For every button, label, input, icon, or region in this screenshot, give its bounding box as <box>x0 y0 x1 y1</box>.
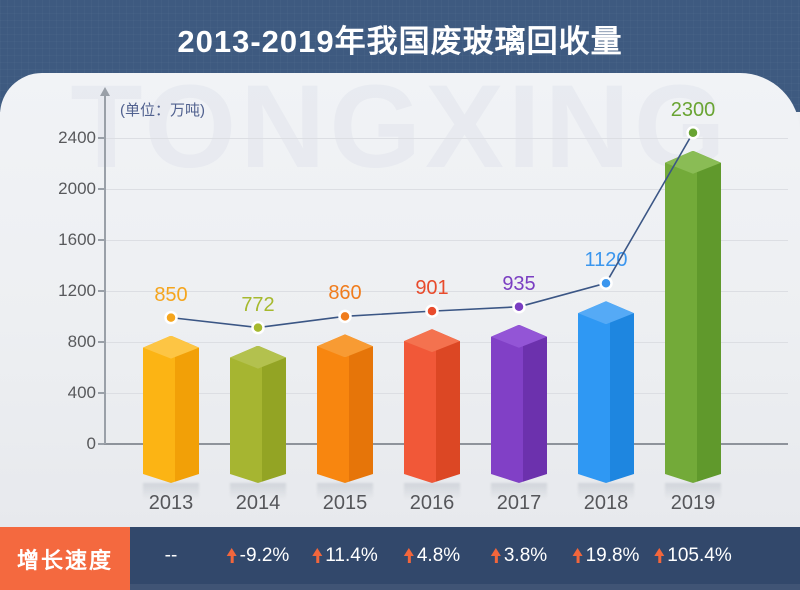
bar-body <box>491 325 547 483</box>
growth-percent: 105.4% <box>667 544 732 566</box>
x-axis-label: 2016 <box>409 492 455 514</box>
bar-reflection <box>230 483 286 499</box>
value-label: 901 <box>415 277 449 300</box>
growth-value-2019: 105.4% <box>654 527 732 584</box>
bar-2019 <box>665 150 721 483</box>
growth-label-box: 增长速度 <box>0 527 130 590</box>
up-arrow-icon <box>572 547 584 564</box>
up-arrow-icon <box>490 547 502 564</box>
x-axis-label: 2018 <box>583 492 629 514</box>
y-axis-tick <box>98 239 104 241</box>
growth-value-2014: -9.2% <box>226 527 290 584</box>
value-label: 850 <box>154 283 188 306</box>
y-axis-label: 1600 <box>58 230 96 249</box>
up-arrow-icon <box>312 547 323 564</box>
growth-percent: 4.8% <box>416 544 461 566</box>
bar-body <box>404 329 460 483</box>
growth-value-2018: 19.8% <box>572 527 640 584</box>
y-axis-label: 1200 <box>58 281 96 300</box>
bar-reflection <box>665 483 721 499</box>
up-arrow-icon <box>226 547 238 564</box>
bar-body <box>317 334 373 483</box>
bar-reflection <box>578 483 634 499</box>
growth-value-2017: 3.8% <box>490 527 548 584</box>
value-label: 772 <box>241 293 275 316</box>
growth-percent: -9.2% <box>239 544 290 566</box>
y-axis-tick <box>98 341 104 343</box>
bar-reflection <box>491 483 547 499</box>
bar-2017 <box>491 324 547 483</box>
y-axis-label: 2000 <box>58 179 96 198</box>
y-axis-tick <box>98 188 104 190</box>
growth-percent: 19.8% <box>585 544 640 566</box>
y-axis-tick <box>98 443 104 445</box>
data-point-dot <box>164 310 178 325</box>
y-axis-label: 2400 <box>58 128 96 147</box>
y-axis-tick <box>98 290 104 292</box>
bar-2015 <box>317 334 373 483</box>
value-label: 1120 <box>584 249 628 272</box>
gridline <box>104 138 788 139</box>
unit-label: (单位：万吨) <box>120 102 205 119</box>
x-axis-label: 2015 <box>322 492 368 514</box>
y-axis-line <box>104 96 106 444</box>
footer-bottom-strip <box>130 584 800 590</box>
up-arrow-icon <box>403 547 415 564</box>
growth-value-2015: 11.4% <box>312 527 378 584</box>
data-point-dot <box>338 309 352 324</box>
y-axis-label: 800 <box>67 332 96 351</box>
value-label: 935 <box>502 272 536 295</box>
x-axis-label: 2017 <box>496 492 542 514</box>
y-axis-label: 0 <box>86 434 96 453</box>
bar-reflection <box>143 483 199 499</box>
bar-2018 <box>578 301 634 483</box>
bar-2013 <box>143 335 199 483</box>
bar-reflection <box>317 483 373 499</box>
data-point-dot <box>599 276 613 290</box>
data-point-dot <box>512 300 526 314</box>
bar-body <box>143 336 199 483</box>
page-title: 2013-2019年我国废玻璃回收量 <box>177 24 623 59</box>
x-axis-label: 2014 <box>235 492 281 514</box>
value-label: 860 <box>328 282 362 305</box>
x-axis-label: 2013 <box>148 492 194 514</box>
y-axis-label: 400 <box>67 383 96 402</box>
bar-2014 <box>230 345 286 483</box>
value-label: 2300 <box>670 98 716 121</box>
y-axis-arrow-icon <box>100 87 110 96</box>
bar-body <box>578 301 634 483</box>
bar-body <box>665 151 721 483</box>
bar-2016 <box>404 329 460 483</box>
data-point-dot <box>686 126 700 140</box>
growth-label: 增长速度 <box>16 547 113 573</box>
growth-footer: 增长速度 -- -9.2% 11.4% 4.8% 3.8% 19.8% 105.4% <box>0 527 800 590</box>
growth-value-2016: 4.8% <box>403 527 461 584</box>
y-axis-tick <box>98 392 104 394</box>
data-point-dot <box>425 304 439 318</box>
growth-percent: 11.4% <box>325 544 378 566</box>
y-axis-tick <box>98 137 104 139</box>
up-arrow-icon <box>654 547 665 564</box>
growth-percent: 3.8% <box>503 544 548 566</box>
bar-reflection <box>404 483 460 499</box>
data-point-dot <box>251 320 265 335</box>
x-axis-label: 2019 <box>670 492 716 514</box>
growth-value-2013: -- <box>164 544 178 566</box>
